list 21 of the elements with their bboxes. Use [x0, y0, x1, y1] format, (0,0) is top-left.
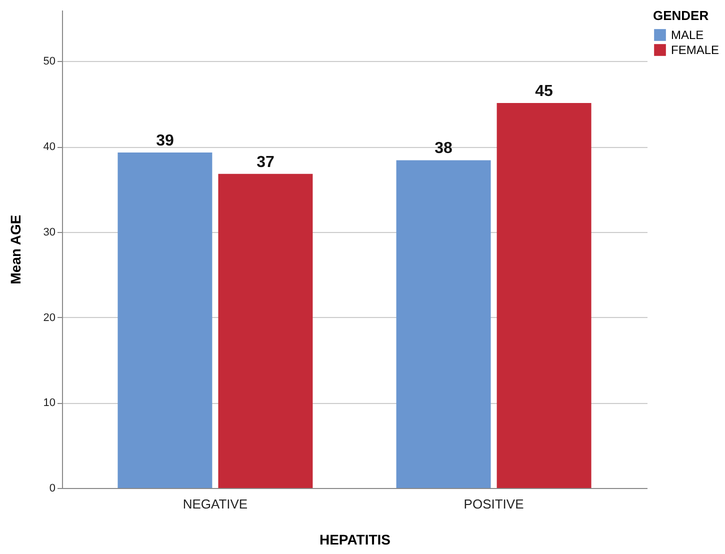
- y-tick-label: 20: [43, 312, 56, 324]
- data-label: 38: [434, 140, 453, 158]
- data-label: 37: [256, 154, 274, 171]
- bar: [396, 160, 491, 488]
- y-axis-title: Mean AGE: [7, 214, 24, 284]
- y-tick-label: 30: [43, 226, 56, 238]
- bar: [218, 174, 313, 488]
- legend-label: MALE: [671, 28, 704, 42]
- data-label: 45: [535, 83, 554, 100]
- y-tick-label: 40: [43, 141, 56, 154]
- legend-title: GENDER: [653, 8, 710, 23]
- x-tick-label: POSITIVE: [464, 496, 524, 512]
- y-tick-label: 0: [49, 482, 56, 494]
- x-axis-title: HEPATITIS: [319, 532, 391, 548]
- data-label: 39: [156, 132, 174, 150]
- y-tick-label: 50: [43, 56, 56, 68]
- bar: [496, 103, 592, 488]
- y-tick-label: 10: [43, 397, 56, 410]
- bar: [118, 152, 212, 488]
- legend-label: FEMALE: [671, 43, 720, 57]
- x-tick-label: NEGATIVE: [182, 496, 248, 512]
